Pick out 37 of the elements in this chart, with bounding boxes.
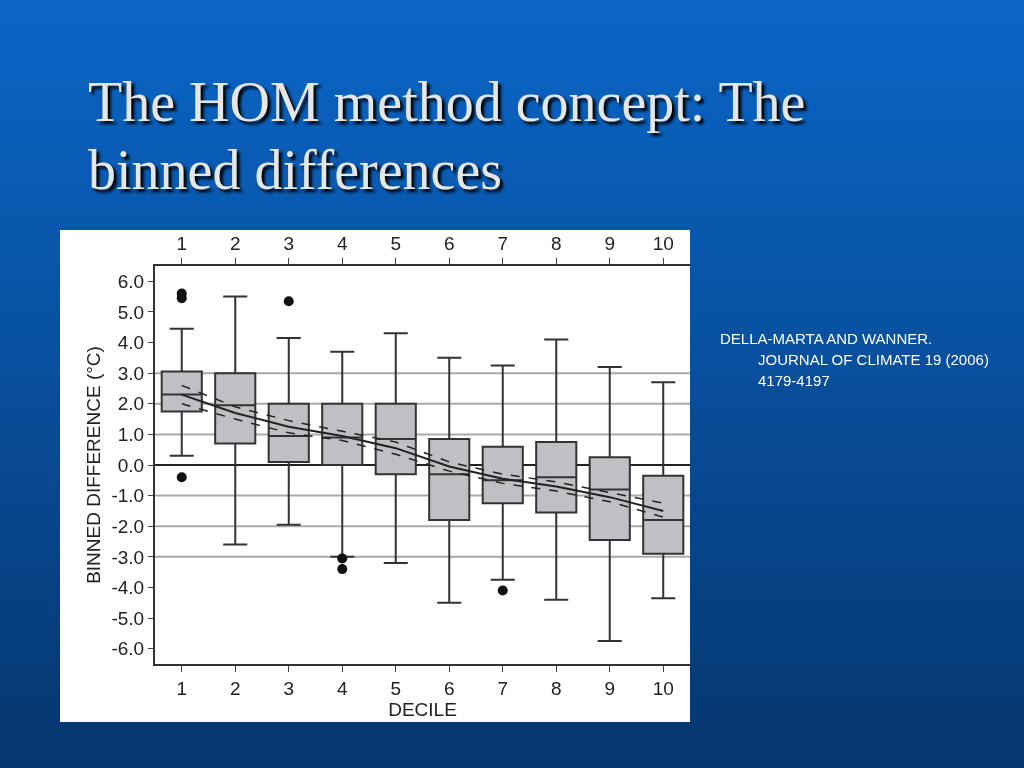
y-tick-label: 4.0 [117,332,145,354]
x-tick-label: 5 [390,233,402,255]
y-tick-label: 6.0 [117,270,145,292]
x-tick-label: 4 [336,233,348,255]
y-tick-label: 1.0 [117,424,145,446]
x-tick-label: 1 [176,233,188,255]
x-tick-label: 3 [283,233,295,255]
category-label: 8 [550,677,562,699]
y-tick-label: 0.0 [117,454,145,476]
x-tick-label: 6 [443,233,455,255]
y-tick-label: -1.0 [111,485,145,507]
x-tick-label: 9 [604,233,616,255]
x-tick-label: 7 [497,233,509,255]
category-label: 4 [336,677,348,699]
y-tick-label: 5.0 [117,301,145,323]
category-label: 7 [497,677,509,699]
y-axis-title: BINNED DIFFERENCE (°C) [82,346,104,584]
chart-title: The HOM method concept: The binned differences [88,70,807,203]
category-label: 2 [229,677,241,699]
x-tick-label: 10 [652,233,674,255]
y-tick-label: -3.0 [111,546,145,568]
y-tick-label: -5.0 [111,607,145,629]
y-tick-label: -4.0 [111,577,145,599]
category-label: 1 [176,677,188,699]
x-tick-label: 8 [550,233,562,255]
y-tick-label: -2.0 [111,515,145,537]
category-label: 3 [283,677,295,699]
category-label: 6 [443,677,455,699]
category-label: 9 [604,677,616,699]
y-tick-label: 3.0 [117,362,145,384]
category-label: 10 [652,677,674,699]
text: DELLA-MARTA AND WANNER. JOURNAL OF CLIMATE 19 (2006) 4179-4197 [720,329,990,391]
category-label: 5 [390,677,402,699]
x-axis-title: DECILE [388,698,457,720]
x-tick-label: 2 [229,233,241,255]
y-tick-label: -6.0 [111,638,145,660]
y-tick-label: 2.0 [117,393,145,415]
